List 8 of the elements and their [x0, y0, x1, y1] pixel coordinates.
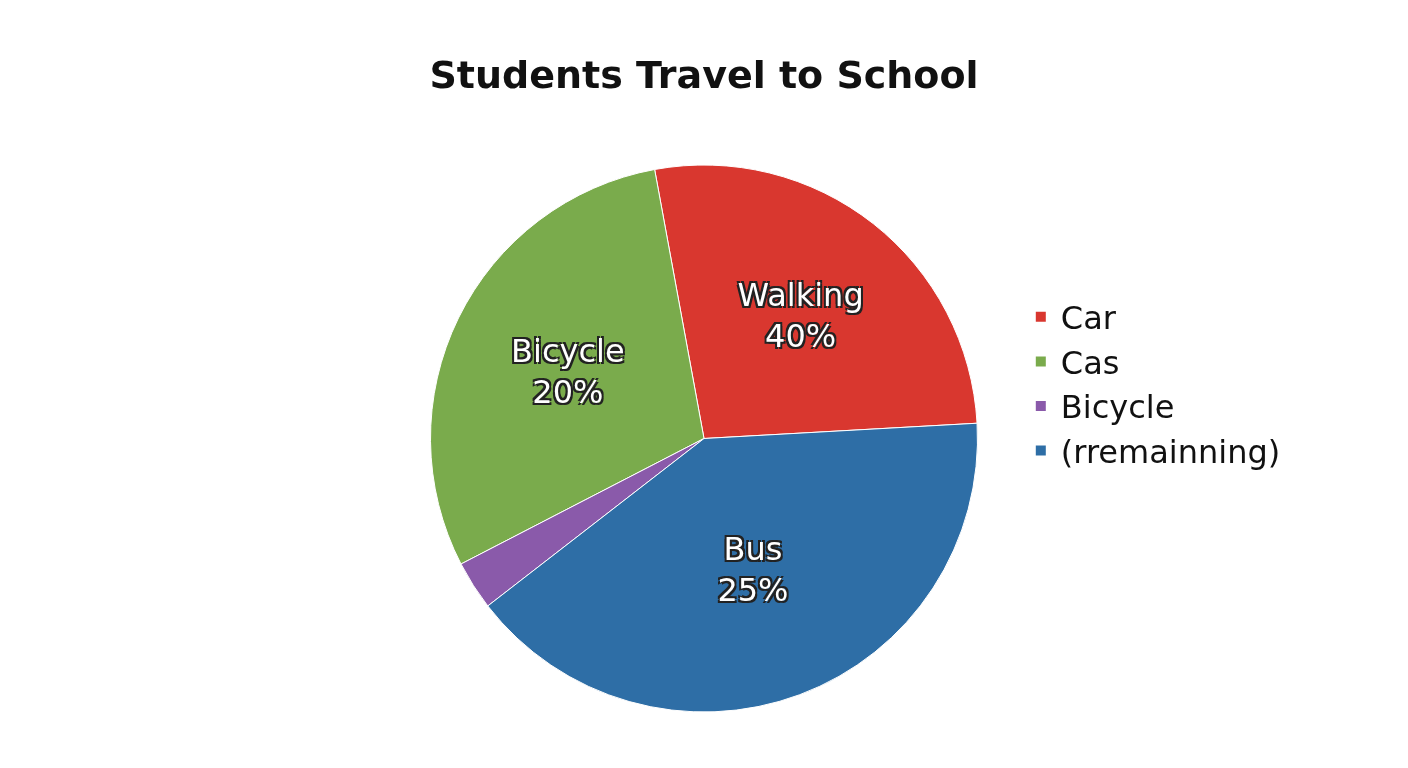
data-label: Bus 25% — [717, 529, 789, 610]
legend-label: (rremainning) — [1060, 433, 1281, 472]
data-label: Bicycle 20% — [511, 331, 625, 412]
data-label: Walking 40% — [737, 275, 864, 356]
chart-title: Students Travel to School — [429, 53, 979, 98]
legend-label: Bicycle — [1060, 388, 1175, 427]
legend-label: Cas — [1060, 343, 1120, 382]
legend-label: Car — [1060, 299, 1117, 338]
